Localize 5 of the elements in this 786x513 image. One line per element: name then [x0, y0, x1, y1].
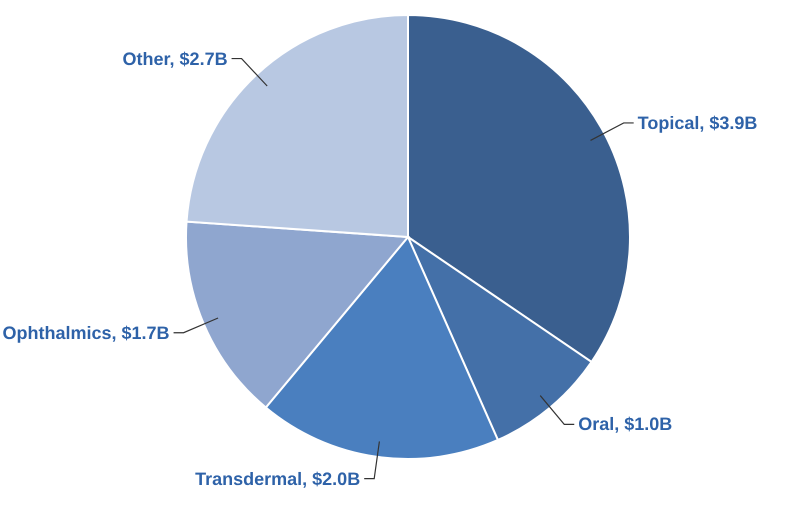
slice-label: Other, $2.7B [122, 48, 228, 70]
slice-label: Topical, $3.9B [638, 112, 758, 134]
slice-label: Ophthalmics, $1.7B [2, 322, 170, 344]
slice-label: Oral, $1.0B [578, 413, 672, 436]
slice-label: Transdermal, $2.0B [195, 468, 360, 490]
